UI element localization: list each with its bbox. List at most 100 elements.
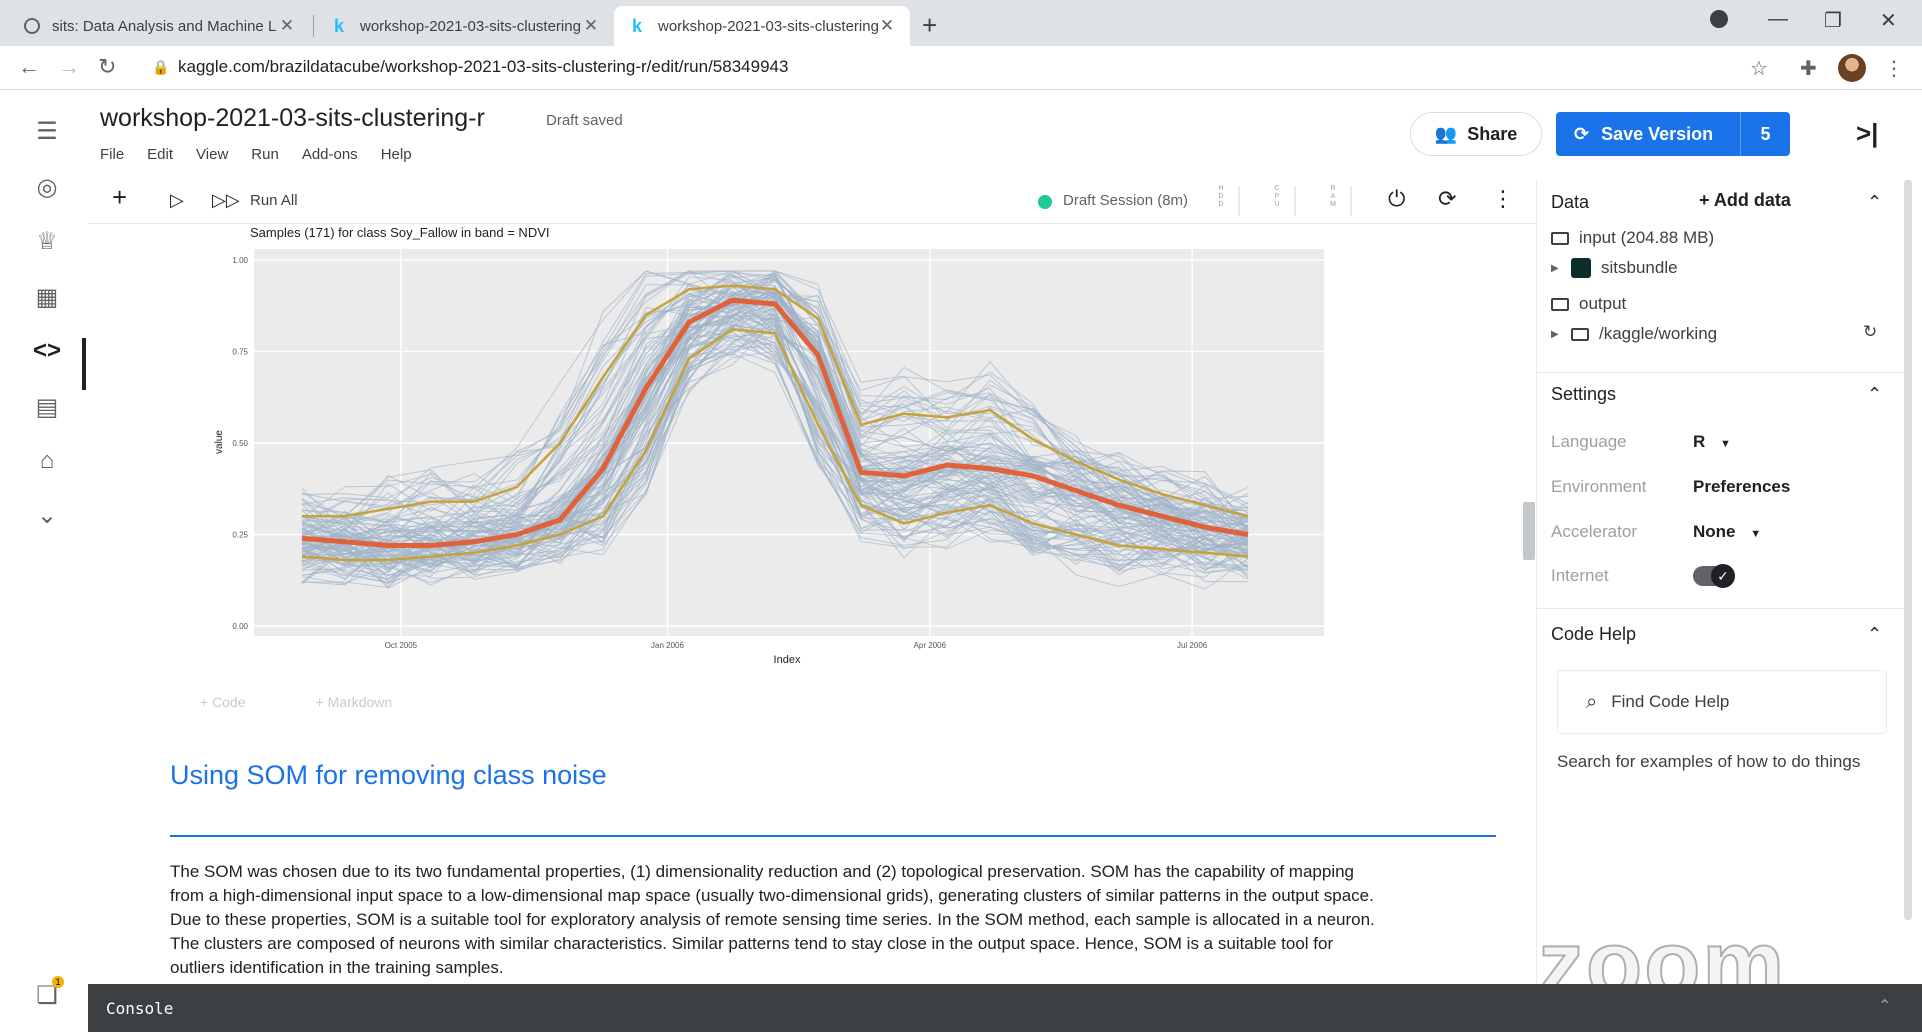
collapse-panel-icon[interactable]: >|	[1856, 118, 1879, 148]
chevron-up-icon[interactable]: ⌃	[1878, 998, 1892, 1015]
save-version-label: Save Version	[1601, 123, 1714, 144]
caret-right-icon[interactable]: ▶	[1551, 328, 1559, 340]
run-cell-icon[interactable]: ▷	[170, 190, 184, 210]
panel-scrollbar[interactable]	[1904, 180, 1912, 920]
input-folder[interactable]: input (204.88 MB)	[1551, 228, 1714, 248]
forward-icon[interactable]: →	[58, 54, 80, 79]
internet-toggle[interactable]: ✓	[1693, 564, 1735, 588]
close-tab-icon[interactable]: ✕	[583, 16, 599, 35]
heading-divider	[170, 835, 1496, 837]
code-help-search-input[interactable]: ⌕ Find Code Help	[1557, 670, 1887, 734]
restore-icon[interactable]: ❐	[1824, 10, 1842, 32]
reload-icon[interactable]: ↻	[98, 54, 117, 79]
back-icon[interactable]: ←	[18, 54, 40, 79]
save-version-button[interactable]: ⟳ Save Version 5	[1556, 112, 1790, 156]
notebook-title[interactable]: workshop-2021-03-sits-clustering-r	[100, 104, 485, 132]
console-label: Console	[106, 999, 174, 1018]
session-label[interactable]: Draft Session (8m)	[1063, 192, 1189, 209]
minimize-icon[interactable]: —	[1768, 8, 1788, 30]
close-tab-icon[interactable]: ✕	[879, 16, 895, 35]
console-bar[interactable]: Console ⌃	[88, 984, 1922, 1032]
ndvi-samples-chart: 0.00 0.25 0.50 0.75 1.00 Oct 2005 Jan 2006 Apr …	[214, 225, 1324, 666]
add-code-button[interactable]: + Code	[200, 694, 246, 710]
language-select[interactable]: R ▼	[1693, 432, 1731, 452]
trophy-icon[interactable]: ♕	[36, 227, 58, 255]
add-cell-icon[interactable]: +	[112, 182, 128, 212]
hamburger-menu-icon[interactable]: ☰	[36, 117, 58, 145]
sample-line	[301, 276, 1249, 542]
chevron-down-icon[interactable]: ⌄	[36, 501, 58, 529]
code-help-placeholder: Find Code Help	[1611, 692, 1730, 711]
refresh-icon[interactable]: ↻	[1863, 322, 1878, 341]
chevron-up-icon[interactable]: ⌃	[1867, 624, 1883, 644]
url-input[interactable]: kaggle.com/brazildatacube/workshop-2021-…	[178, 57, 789, 76]
code-help-hint: Search for examples of how to do things	[1557, 752, 1861, 771]
sample-line	[301, 314, 1249, 558]
chevron-up-icon[interactable]: ⌃	[1867, 192, 1883, 212]
new-tab-button[interactable]: +	[922, 10, 938, 40]
environment-preferences-link[interactable]: Preferences	[1693, 477, 1791, 496]
save-version-count[interactable]: 5	[1740, 112, 1790, 156]
caret-right-icon[interactable]: ▶	[1551, 262, 1559, 274]
quartile-line	[302, 284, 1249, 518]
working-folder[interactable]: ▶ /kaggle/working	[1551, 324, 1717, 344]
kaggle-left-nav: ☰ ◎ ♕ ▦ <> ▤ ⌂ ⌄ ❏	[0, 90, 86, 1032]
menu-help[interactable]: Help	[380, 146, 412, 163]
notifications-stack-icon[interactable]: ❏	[36, 981, 58, 1009]
globe-icon	[24, 18, 40, 34]
dataset-icon	[1571, 258, 1591, 278]
close-window-icon[interactable]: ✕	[1880, 10, 1897, 32]
code-icon[interactable]: <>	[32, 337, 62, 364]
check-icon: ✓	[1711, 564, 1735, 588]
accelerator-label: Accelerator	[1551, 522, 1637, 541]
plus-icon: +	[1699, 190, 1710, 210]
sample-line	[301, 292, 1249, 567]
browser-tab-sits[interactable]: sits: Data Analysis and Machine L ✕	[10, 6, 310, 46]
compass-icon[interactable]: ◎	[36, 173, 58, 201]
x-tick-label: Jul 2006	[1177, 641, 1208, 650]
bookmark-star-icon[interactable]: ☆	[1750, 58, 1768, 80]
comment-icon[interactable]: ▤	[35, 393, 59, 421]
menu-view[interactable]: View	[196, 146, 229, 163]
menu-add-ons[interactable]: Add-ons	[301, 146, 358, 163]
menu-run[interactable]: Run	[251, 146, 279, 163]
y-tick-label: 0.75	[232, 348, 248, 357]
chevron-up-icon[interactable]: ⌃	[1867, 384, 1883, 404]
add-markdown-button[interactable]: + Markdown	[315, 694, 393, 710]
menu-file[interactable]: File	[100, 146, 125, 163]
menu-edit[interactable]: Edit	[147, 146, 174, 163]
table-icon[interactable]: ▦	[35, 283, 59, 311]
run-all-button[interactable]: Run All	[250, 192, 298, 209]
notification-badge: 1	[52, 976, 64, 988]
data-section-title: Data	[1551, 192, 1590, 212]
browser-tab-workshop-active[interactable]: k workshop-2021-03-sits-clustering ✕	[614, 6, 910, 46]
avatar[interactable]	[1838, 54, 1866, 82]
accelerator-select[interactable]: None ▼	[1693, 522, 1761, 542]
power-icon[interactable]: ⏻	[1388, 186, 1406, 211]
share-button[interactable]: 👥 Share	[1410, 112, 1542, 156]
extensions-icon[interactable]: ✚	[1800, 58, 1817, 80]
dataset-item[interactable]: ▶ sitsbundle	[1551, 258, 1678, 278]
profile-menu-icon[interactable]	[1710, 10, 1728, 28]
add-data-button[interactable]: + Add data	[1699, 190, 1791, 211]
markdown-heading: Using SOM for removing class noise	[170, 760, 607, 790]
language-label: Language	[1551, 432, 1627, 451]
school-icon[interactable]: ⌂	[39, 447, 55, 474]
sample-line	[301, 308, 1249, 577]
editor-scrollbar[interactable]	[1523, 502, 1535, 560]
y-axis-label: value	[214, 430, 225, 454]
dropdown-arrow-icon: ▼	[1750, 528, 1762, 540]
sample-line	[301, 334, 1249, 581]
browser-menu-icon[interactable]: ⋮	[1884, 58, 1904, 80]
run-all-icon[interactable]: ▷▷	[212, 190, 240, 210]
restart-icon[interactable]: ⟳	[1438, 186, 1457, 211]
output-folder[interactable]: output	[1551, 294, 1626, 314]
session-status-dot	[1038, 195, 1052, 209]
close-tab-icon[interactable]: ✕	[279, 16, 295, 35]
add-data-label: Add data	[1713, 190, 1791, 210]
browser-tab-workshop-1[interactable]: k workshop-2021-03-sits-clustering ✕	[316, 6, 614, 46]
more-options-icon[interactable]: ⋮	[1492, 186, 1514, 211]
